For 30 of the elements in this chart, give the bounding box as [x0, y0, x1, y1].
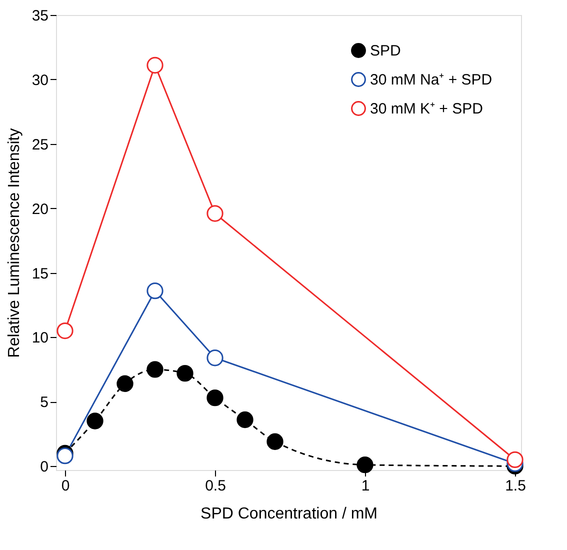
x-tick-label: 0.5	[205, 478, 226, 494]
y-tick-label: 30	[32, 72, 48, 89]
y-axis-title: Relative Luminescence Intensity	[6, 128, 23, 358]
y-tick-label: 20	[32, 200, 48, 218]
legend-label: SPD	[370, 42, 402, 60]
y-tick-label: 5	[40, 394, 48, 412]
y-tick-label: 25	[32, 136, 48, 154]
point	[236, 411, 254, 428]
point	[206, 390, 224, 406]
x-axis-title: SPD Concentration / mM	[200, 506, 378, 522]
x-tick-label: 1.5	[505, 478, 526, 494]
point	[56, 322, 74, 340]
point	[146, 56, 164, 74]
point	[206, 205, 224, 222]
legend-label: 30 mM Na⁺ + SPD	[370, 72, 492, 88]
point	[116, 375, 134, 392]
point	[176, 365, 194, 382]
point	[56, 448, 74, 464]
y-tick-label: 15	[32, 265, 48, 282]
legend-label: 30 mM K⁺ + SPD	[370, 100, 484, 118]
point	[506, 451, 524, 468]
point	[146, 361, 164, 378]
y-tick-label: 0	[40, 458, 48, 476]
y-tick-label: 35	[32, 8, 48, 24]
point	[266, 433, 284, 450]
y-tick-label: 10	[32, 330, 48, 347]
x-tick-label: 0	[61, 478, 70, 494]
point	[86, 412, 104, 430]
point	[356, 456, 374, 474]
x-tick-label: 1	[361, 478, 370, 494]
